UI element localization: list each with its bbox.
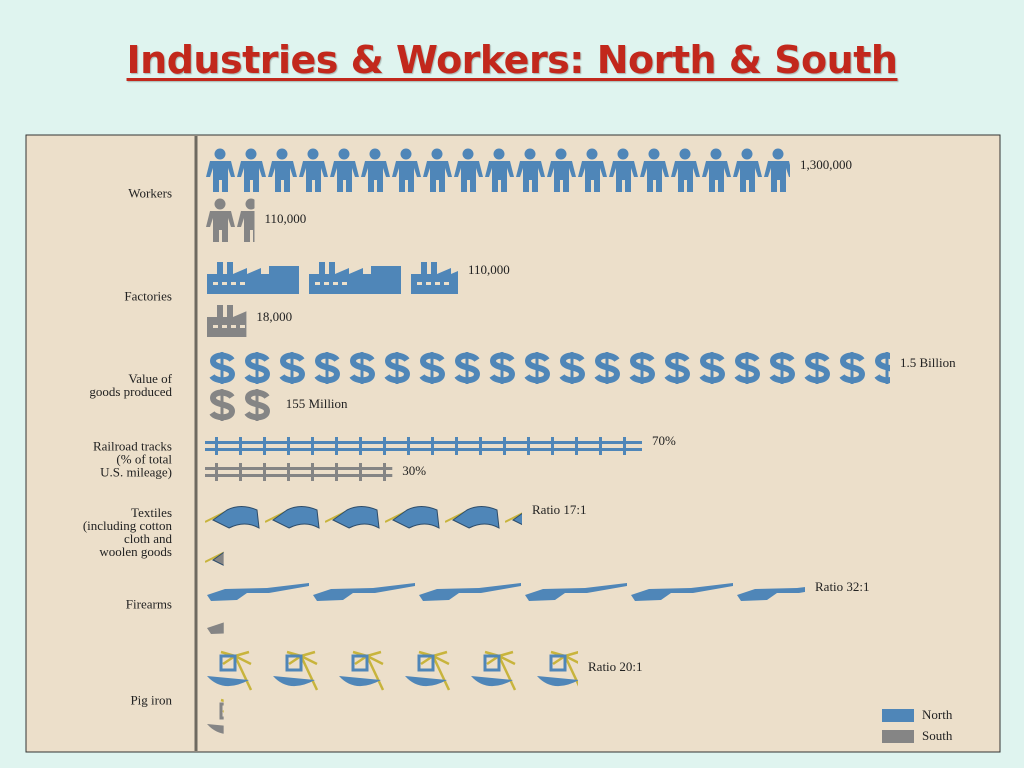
value-label: Ratio 32:1 — [815, 579, 870, 594]
icon-bar — [205, 614, 224, 636]
value-label: 110,000 — [265, 211, 307, 226]
category-label: Pig iron — [130, 692, 172, 708]
category-label: Workers — [128, 185, 172, 201]
icon-bar — [205, 698, 224, 742]
value-label: 155 Million — [286, 396, 348, 411]
icon-bar — [205, 198, 255, 242]
icon-bar — [205, 148, 790, 192]
value-label: 1.5 Billion — [900, 355, 956, 370]
icon-bar — [205, 299, 247, 337]
icon-bar — [205, 540, 224, 570]
icon-bar — [205, 388, 276, 422]
chart-title: Industries & Workers: North & South — [126, 38, 898, 82]
category-label: Factories — [124, 288, 172, 304]
category-label: Railroad tracks (% of total U.S. mileage… — [92, 438, 172, 480]
legend-swatch — [882, 730, 914, 743]
legend-label: North — [922, 707, 953, 722]
icon-bar — [205, 500, 522, 530]
value-label: Ratio 20:1 — [588, 659, 643, 674]
icon-bar — [205, 581, 805, 603]
value-label: 18,000 — [256, 309, 292, 324]
legend-label: South — [922, 728, 953, 743]
icon-bar — [205, 437, 642, 455]
value-label: 30% — [402, 463, 426, 478]
category-label: Value of goods produced — [89, 371, 172, 399]
icon-bar — [205, 463, 393, 481]
value-label: 1,300,000 — [800, 157, 852, 172]
legend-swatch — [882, 709, 914, 722]
category-label: Textiles (including cotton cloth and woo… — [82, 505, 172, 559]
value-label: 110,000 — [468, 262, 510, 277]
category-label: Firearms — [125, 596, 172, 612]
icon-bar — [205, 650, 578, 694]
icon-bar — [205, 351, 890, 385]
value-label: Ratio 17:1 — [532, 502, 587, 517]
value-label: 70% — [652, 433, 676, 448]
icon-bar — [205, 256, 458, 294]
